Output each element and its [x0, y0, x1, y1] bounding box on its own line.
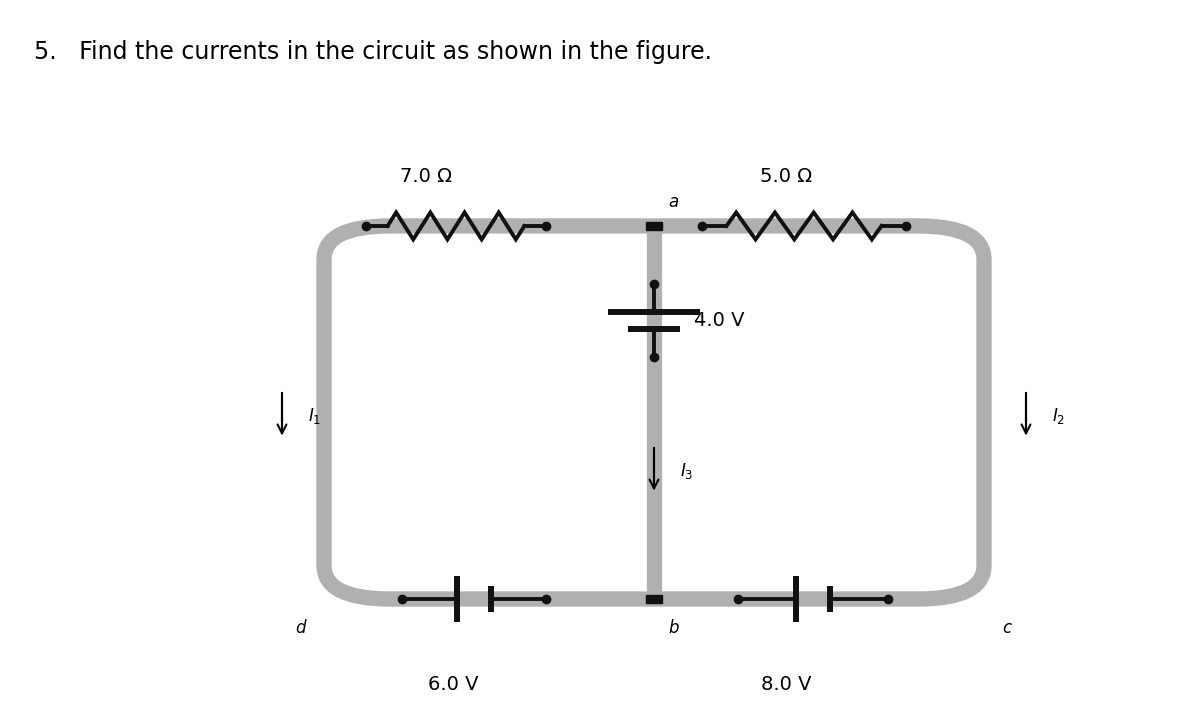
Text: c: c: [1002, 619, 1012, 637]
Text: $I_1$: $I_1$: [308, 406, 322, 425]
Text: b: b: [668, 619, 679, 637]
Text: d: d: [295, 619, 306, 637]
Bar: [647, 222, 662, 230]
Bar: [647, 595, 662, 603]
Text: 8.0 V: 8.0 V: [761, 676, 811, 695]
Text: 5.   Find the currents in the circuit as shown in the figure.: 5. Find the currents in the circuit as s…: [34, 40, 712, 64]
Text: a: a: [668, 193, 679, 211]
Text: $I_3$: $I_3$: [680, 460, 694, 481]
Text: $I_2$: $I_2$: [1052, 406, 1066, 425]
Text: 6.0 V: 6.0 V: [428, 676, 479, 695]
Text: 7.0 Ω: 7.0 Ω: [400, 167, 452, 186]
Text: 4.0 V: 4.0 V: [694, 311, 744, 330]
Text: 5.0 Ω: 5.0 Ω: [760, 167, 812, 186]
